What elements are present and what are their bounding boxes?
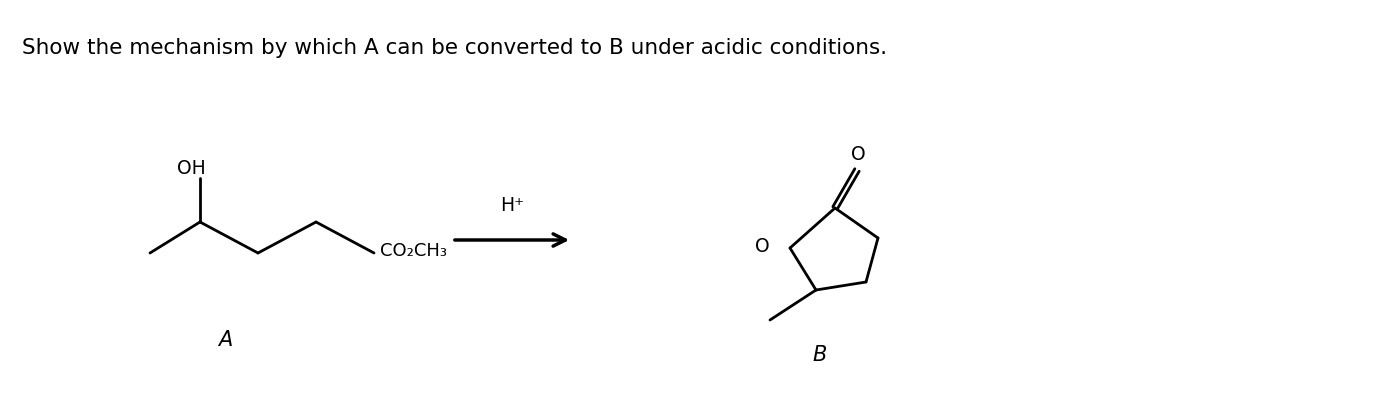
Text: A: A bbox=[219, 330, 232, 350]
Text: CO₂CH₃: CO₂CH₃ bbox=[380, 242, 447, 260]
Text: Show the mechanism by which A can be converted to B under acidic conditions.: Show the mechanism by which A can be con… bbox=[22, 38, 887, 58]
Text: OH: OH bbox=[177, 159, 205, 178]
Text: B: B bbox=[813, 345, 827, 365]
Text: O: O bbox=[851, 145, 866, 164]
Text: H⁺: H⁺ bbox=[499, 196, 524, 215]
Text: O: O bbox=[755, 236, 769, 256]
